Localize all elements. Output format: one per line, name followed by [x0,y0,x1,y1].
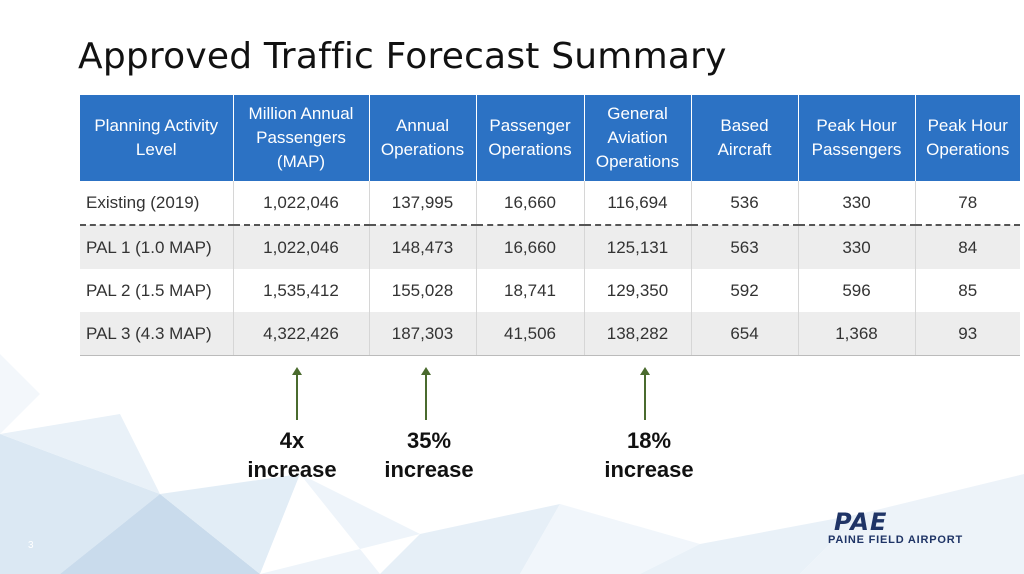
table-cell: 125,131 [584,225,692,269]
slide-title: Approved Traffic Forecast Summary [78,36,727,77]
callout-operations-increase: 35% increase [364,426,494,484]
table-cell: 84 [915,225,1020,269]
table-cell: 536 [691,181,799,226]
table-cell: Existing (2019) [80,181,234,226]
arrow-up-icon [292,367,302,420]
header-based-aircraft: Based Aircraft [691,95,799,181]
table-cell: 129,350 [584,269,692,312]
table-cell: 85 [915,269,1020,312]
table-cell: 18,741 [476,269,585,312]
table-cell: 1,022,046 [233,181,370,226]
table-cell: 187,303 [369,312,477,356]
callout-label: increase [384,457,474,482]
traffic-forecast-table: Planning Activity Level Million Annual P… [80,95,1020,356]
table-cell: 596 [798,269,916,312]
callout-value: 18% [626,428,672,453]
header-general-aviation-operations: General Aviation Operations [584,95,692,181]
table-header-row: Planning Activity Level Million Annual P… [80,95,1020,181]
table-cell: 1,368 [798,312,916,356]
table-cell: 138,282 [584,312,692,356]
callout-label: increase [247,457,337,482]
table-row: Existing (2019) 1,022,046 137,995 16,660… [80,181,1020,226]
background-polygon-art [0,354,1024,574]
header-peak-hour-operations: Peak Hour Operations [915,95,1020,181]
header-planning-activity-level: Planning Activity Level [80,95,234,181]
table-cell: 563 [691,225,799,269]
page-number: 3 [28,540,34,551]
table-cell: 1,535,412 [233,269,370,312]
table-cell: 41,506 [476,312,585,356]
table-cell: 16,660 [476,181,585,226]
callout-label: increase [604,457,694,482]
arrow-up-icon [421,367,431,420]
table-cell: 654 [691,312,799,356]
table-cell: 592 [691,269,799,312]
table-cell: 78 [915,181,1020,226]
table-cell: 4,322,426 [233,312,370,356]
header-annual-operations: Annual Operations [369,95,477,181]
table-cell: 137,995 [369,181,477,226]
table-row: PAL 2 (1.5 MAP) 1,535,412 155,028 18,741… [80,269,1020,312]
table-cell: PAL 1 (1.0 MAP) [80,225,234,269]
table-cell: 16,660 [476,225,585,269]
header-peak-hour-passengers: Peak Hour Passengers [798,95,916,181]
callout-ga-increase: 18% increase [584,426,714,484]
table-cell: 1,022,046 [233,225,370,269]
header-passenger-operations: Passenger Operations [476,95,585,181]
table-cell: 93 [915,312,1020,356]
table-cell: 116,694 [584,181,692,226]
table-cell: 330 [798,181,916,226]
header-million-annual-passengers: Million Annual Passengers (MAP) [233,95,370,181]
table-row: PAL 1 (1.0 MAP) 1,022,046 148,473 16,660… [80,225,1020,269]
logo-subtitle: PAINE FIELD AIRPORT [828,534,963,546]
callout-map-increase: 4x increase [227,426,357,484]
table-cell: PAL 2 (1.5 MAP) [80,269,234,312]
callout-value: 4x [279,428,305,453]
table-cell: PAL 3 (4.3 MAP) [80,312,234,356]
table-cell: 148,473 [369,225,477,269]
logo-mark: PAE [834,508,888,536]
table-cell: 155,028 [369,269,477,312]
paine-field-logo: PAE PAINE FIELD AIRPORT [828,508,963,546]
arrow-up-icon [640,367,650,420]
callout-value: 35% [406,428,452,453]
table-cell: 330 [798,225,916,269]
table-row: PAL 3 (4.3 MAP) 4,322,426 187,303 41,506… [80,312,1020,356]
